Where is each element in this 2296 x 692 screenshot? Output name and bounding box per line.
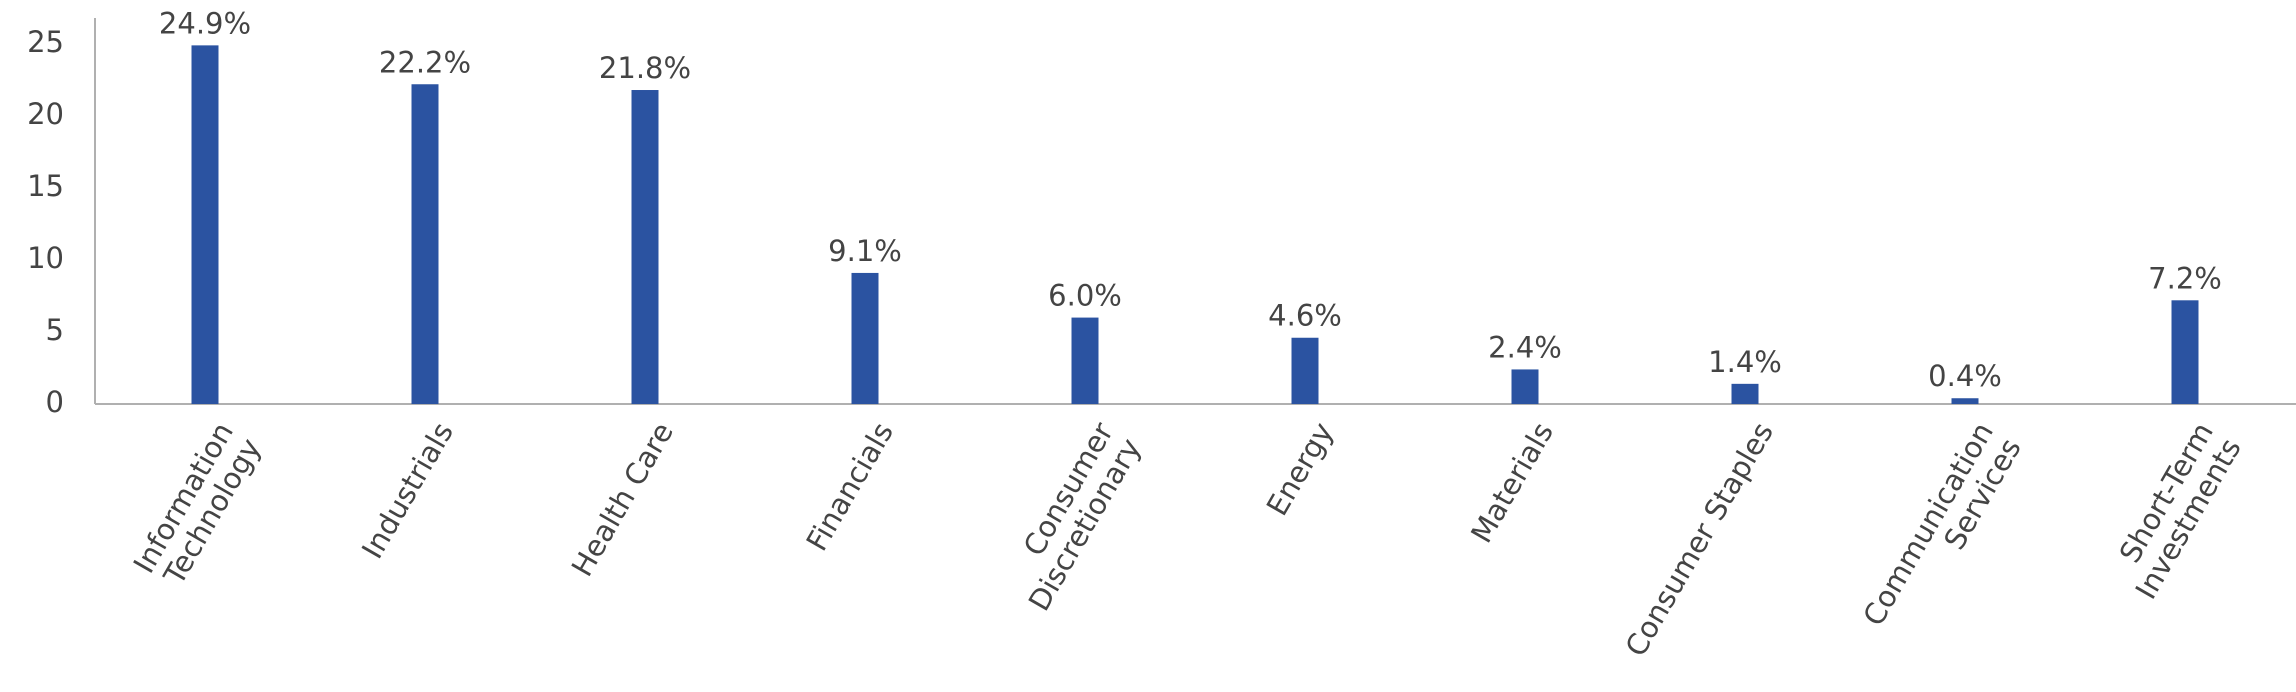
x-tick-label: Short-TermInvestments [2101, 417, 2248, 605]
value-label: 4.6% [1268, 299, 1342, 333]
x-tick-label-line: Industrials [355, 417, 460, 565]
x-tick-label: ConsumerDiscretionary [994, 416, 1148, 616]
x-tick-label: Health Care [565, 417, 680, 583]
value-label: 24.9% [159, 6, 251, 40]
x-tick-label: Industrials [355, 417, 460, 565]
x-tick-label-line: Consumer Staples [1619, 417, 1780, 663]
y-tick-label: 25 [27, 25, 64, 59]
x-tick-label: Consumer Staples [1619, 417, 1780, 663]
value-label: 6.0% [1048, 279, 1122, 313]
value-label: 1.4% [1708, 345, 1782, 379]
bar [1731, 383, 1759, 404]
y-tick-label: 0 [46, 385, 64, 419]
x-tick-label: InformationTechnology [127, 417, 268, 595]
bar [851, 272, 879, 404]
x-tick-label: CommunicationServices [1856, 417, 2027, 648]
x-tick-label-line: Health Care [565, 417, 680, 583]
bar [191, 45, 219, 405]
value-label: 21.8% [599, 51, 691, 85]
bar [631, 90, 659, 404]
value-label: 2.4% [1488, 330, 1562, 364]
x-tick-label-line: Energy [1260, 417, 1340, 522]
value-label: 9.1% [828, 234, 902, 268]
y-tick-label: 15 [27, 169, 64, 203]
x-tick-label: Energy [1260, 417, 1340, 522]
value-label: 0.4% [1928, 359, 2002, 393]
bar [1071, 317, 1099, 404]
bar [1511, 369, 1539, 404]
bar [1291, 337, 1319, 404]
x-tick-label: Materials [1464, 417, 1560, 549]
bar [411, 84, 439, 405]
bar [1951, 398, 1979, 404]
value-label: 7.2% [2148, 261, 2222, 295]
x-tick-label-line: Financials [799, 417, 899, 557]
value-label: 22.2% [379, 45, 471, 79]
y-tick-label: 10 [27, 241, 64, 275]
y-tick-label: 20 [27, 97, 64, 131]
x-tick-label: Financials [799, 417, 899, 557]
bar [2171, 300, 2199, 404]
y-tick-label: 5 [46, 313, 64, 347]
x-tick-label-line: Materials [1464, 417, 1560, 549]
